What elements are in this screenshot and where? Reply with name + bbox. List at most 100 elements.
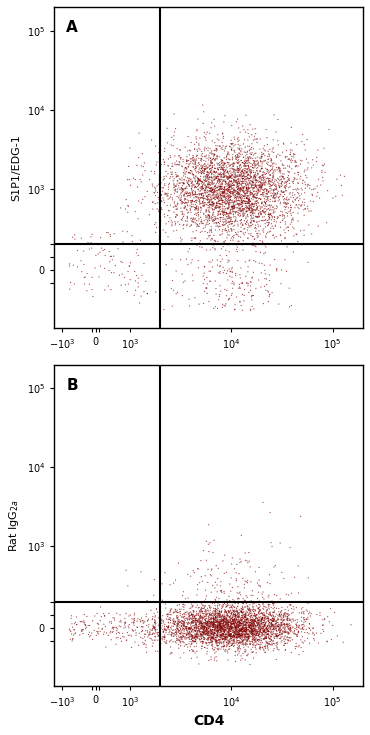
Point bbox=[240, 603, 246, 615]
Point bbox=[243, 167, 249, 179]
Point bbox=[266, 639, 272, 650]
Point bbox=[199, 192, 205, 204]
Point bbox=[268, 631, 274, 642]
Point bbox=[203, 182, 209, 194]
Point bbox=[236, 623, 242, 634]
Point bbox=[212, 622, 218, 634]
Point bbox=[168, 151, 174, 163]
Point bbox=[227, 180, 233, 192]
Point bbox=[200, 179, 206, 190]
Point bbox=[268, 626, 274, 638]
Point bbox=[252, 639, 258, 651]
Point bbox=[223, 207, 229, 218]
Point bbox=[233, 212, 239, 224]
Point bbox=[230, 231, 236, 243]
Point bbox=[258, 181, 264, 193]
Point bbox=[209, 636, 215, 648]
Point bbox=[94, 617, 100, 629]
Point bbox=[139, 148, 145, 159]
Point bbox=[262, 619, 268, 631]
Point bbox=[263, 194, 269, 206]
Point bbox=[324, 217, 330, 229]
Point bbox=[246, 192, 252, 204]
Point bbox=[191, 192, 197, 204]
Point bbox=[261, 175, 267, 187]
Point bbox=[211, 632, 217, 644]
Point bbox=[273, 187, 279, 199]
Point bbox=[177, 152, 183, 164]
Point bbox=[186, 300, 192, 312]
Point bbox=[269, 163, 275, 175]
Point bbox=[101, 618, 107, 630]
Point bbox=[205, 213, 211, 225]
Point bbox=[261, 248, 267, 259]
Point bbox=[274, 201, 280, 213]
Point bbox=[231, 175, 237, 187]
Point bbox=[226, 616, 232, 628]
Point bbox=[208, 166, 214, 178]
Point bbox=[186, 154, 192, 166]
Point bbox=[244, 201, 250, 212]
Point bbox=[259, 180, 265, 192]
Point bbox=[253, 193, 259, 204]
Point bbox=[286, 617, 292, 629]
Point bbox=[238, 625, 243, 637]
Point bbox=[239, 635, 245, 647]
Point bbox=[267, 208, 273, 220]
Point bbox=[182, 189, 188, 201]
Point bbox=[250, 615, 256, 627]
Point bbox=[127, 609, 133, 621]
Point bbox=[233, 620, 239, 632]
Point bbox=[238, 218, 244, 230]
Point bbox=[227, 640, 233, 652]
Point bbox=[195, 166, 201, 178]
Point bbox=[201, 624, 206, 636]
Point bbox=[221, 190, 226, 202]
Point bbox=[262, 239, 268, 251]
Point bbox=[226, 189, 232, 201]
Point bbox=[275, 139, 281, 151]
Point bbox=[70, 621, 75, 633]
Point bbox=[216, 289, 222, 301]
Point bbox=[251, 157, 257, 168]
Point bbox=[286, 627, 292, 639]
Point bbox=[229, 632, 235, 644]
Point bbox=[176, 173, 182, 184]
Point bbox=[107, 251, 113, 262]
Point bbox=[238, 623, 243, 635]
Point bbox=[69, 618, 75, 630]
Point bbox=[201, 200, 207, 212]
Point bbox=[209, 168, 215, 179]
Point bbox=[268, 223, 274, 234]
Point bbox=[195, 176, 201, 187]
Point bbox=[184, 187, 190, 198]
Point bbox=[207, 176, 213, 188]
Point bbox=[205, 632, 211, 644]
Point bbox=[199, 620, 205, 631]
Point bbox=[252, 615, 258, 627]
Point bbox=[182, 197, 188, 209]
Point bbox=[259, 184, 265, 196]
Point bbox=[150, 637, 156, 649]
Point bbox=[289, 607, 295, 619]
Point bbox=[202, 162, 208, 174]
Point bbox=[255, 619, 261, 631]
Point bbox=[173, 606, 179, 617]
Point bbox=[175, 617, 181, 629]
Point bbox=[206, 195, 212, 207]
Point bbox=[199, 162, 205, 174]
Point bbox=[181, 608, 187, 620]
Point bbox=[151, 622, 157, 634]
Point bbox=[219, 164, 225, 176]
Point bbox=[227, 191, 233, 203]
Point bbox=[236, 616, 242, 628]
Point bbox=[227, 270, 233, 282]
Point bbox=[184, 166, 189, 178]
Point bbox=[219, 168, 225, 180]
Point bbox=[222, 606, 228, 617]
Point bbox=[225, 621, 231, 633]
Point bbox=[179, 190, 185, 202]
Point bbox=[266, 175, 272, 187]
Point bbox=[200, 612, 206, 623]
Point bbox=[166, 178, 172, 190]
